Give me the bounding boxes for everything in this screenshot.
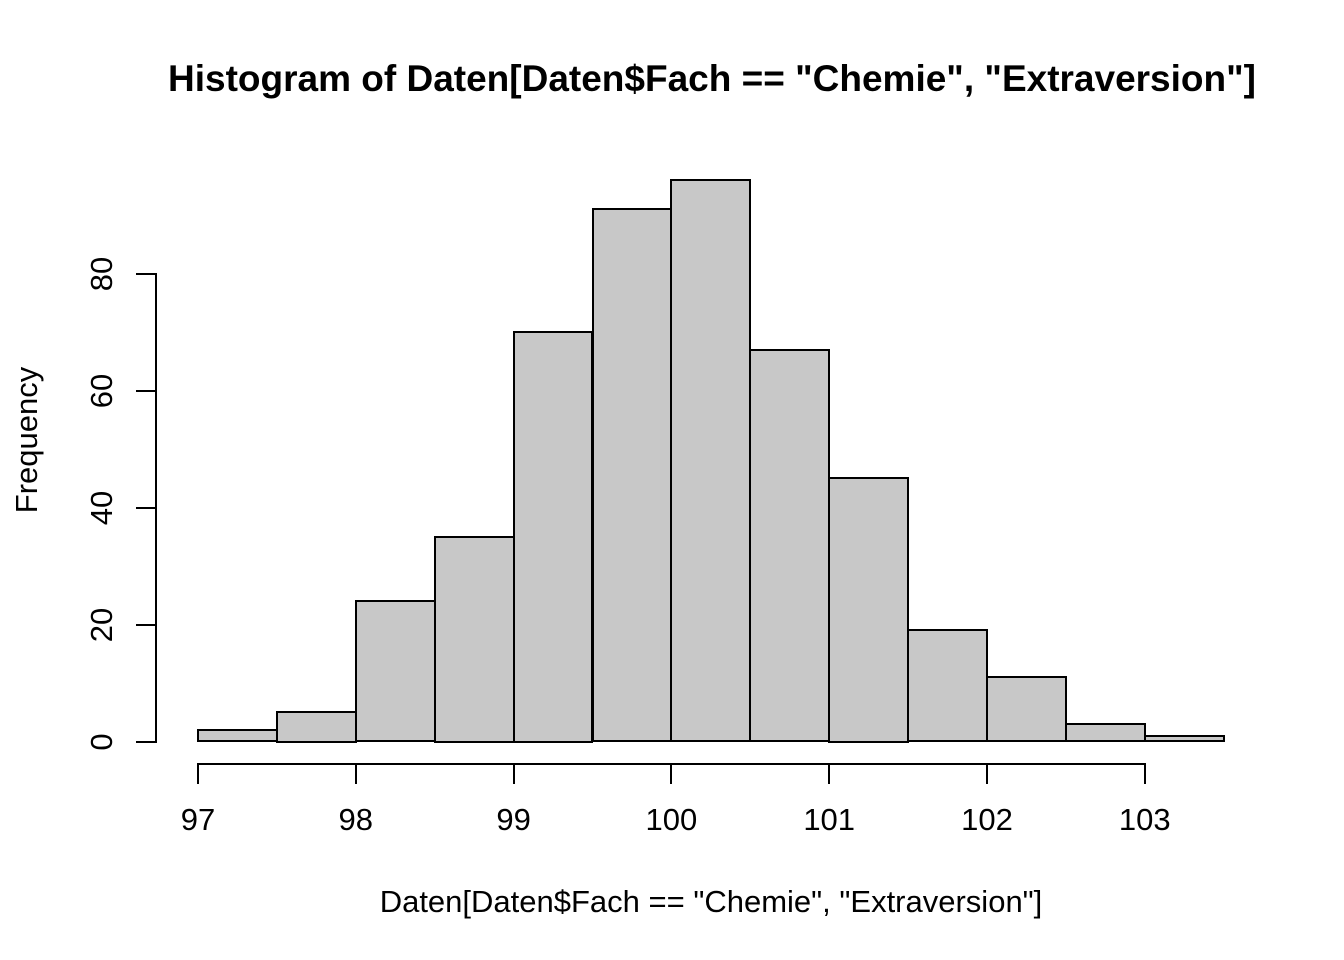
y-tick-label: 40 bbox=[84, 490, 119, 525]
histogram-bar bbox=[275, 711, 357, 743]
x-tick-label: 101 bbox=[803, 802, 856, 837]
histogram-bar bbox=[433, 535, 515, 743]
histogram-bar bbox=[986, 676, 1067, 743]
histogram-bar bbox=[591, 208, 673, 743]
x-axis-tick bbox=[354, 763, 357, 784]
x-tick-label: 98 bbox=[338, 802, 374, 837]
x-axis-tick bbox=[828, 763, 831, 784]
chart-title: Histogram of Daten[Daten$Fach == "Chemie… bbox=[168, 58, 1256, 99]
y-axis-tick bbox=[136, 389, 157, 392]
x-axis-tick bbox=[670, 763, 673, 784]
histogram-bar bbox=[1064, 722, 1146, 743]
x-tick-label: 102 bbox=[961, 802, 1013, 837]
histogram-bar bbox=[907, 629, 988, 743]
y-axis-tick bbox=[136, 506, 157, 509]
x-axis-tick bbox=[512, 763, 515, 784]
histogram-bar bbox=[354, 600, 436, 743]
y-axis-label: Frequency bbox=[9, 366, 44, 514]
x-tick-label: 97 bbox=[180, 802, 216, 837]
x-tick-label: 99 bbox=[496, 802, 531, 837]
histogram-bar bbox=[512, 331, 594, 743]
y-tick-label: 0 bbox=[84, 732, 119, 751]
y-tick-label: 60 bbox=[84, 373, 119, 408]
y-axis-tick bbox=[136, 740, 157, 743]
x-axis-tick bbox=[986, 763, 988, 784]
y-axis-tick bbox=[136, 272, 157, 275]
y-tick-label: 80 bbox=[84, 256, 119, 291]
y-tick-label: 20 bbox=[84, 607, 119, 642]
x-axis-label: Daten[Daten$Fach == "Chemie", "Extravers… bbox=[379, 884, 1043, 919]
histogram-bar bbox=[828, 477, 910, 743]
x-tick-label: 100 bbox=[645, 802, 698, 837]
histogram-bar bbox=[197, 728, 278, 743]
y-axis-tick bbox=[136, 623, 157, 626]
x-axis-tick bbox=[1143, 763, 1146, 784]
histogram-bar bbox=[1143, 734, 1225, 743]
x-axis-tick bbox=[197, 763, 199, 784]
histogram-bar bbox=[670, 178, 752, 743]
histogram-bar bbox=[749, 348, 831, 743]
x-tick-label: 103 bbox=[1118, 802, 1171, 837]
